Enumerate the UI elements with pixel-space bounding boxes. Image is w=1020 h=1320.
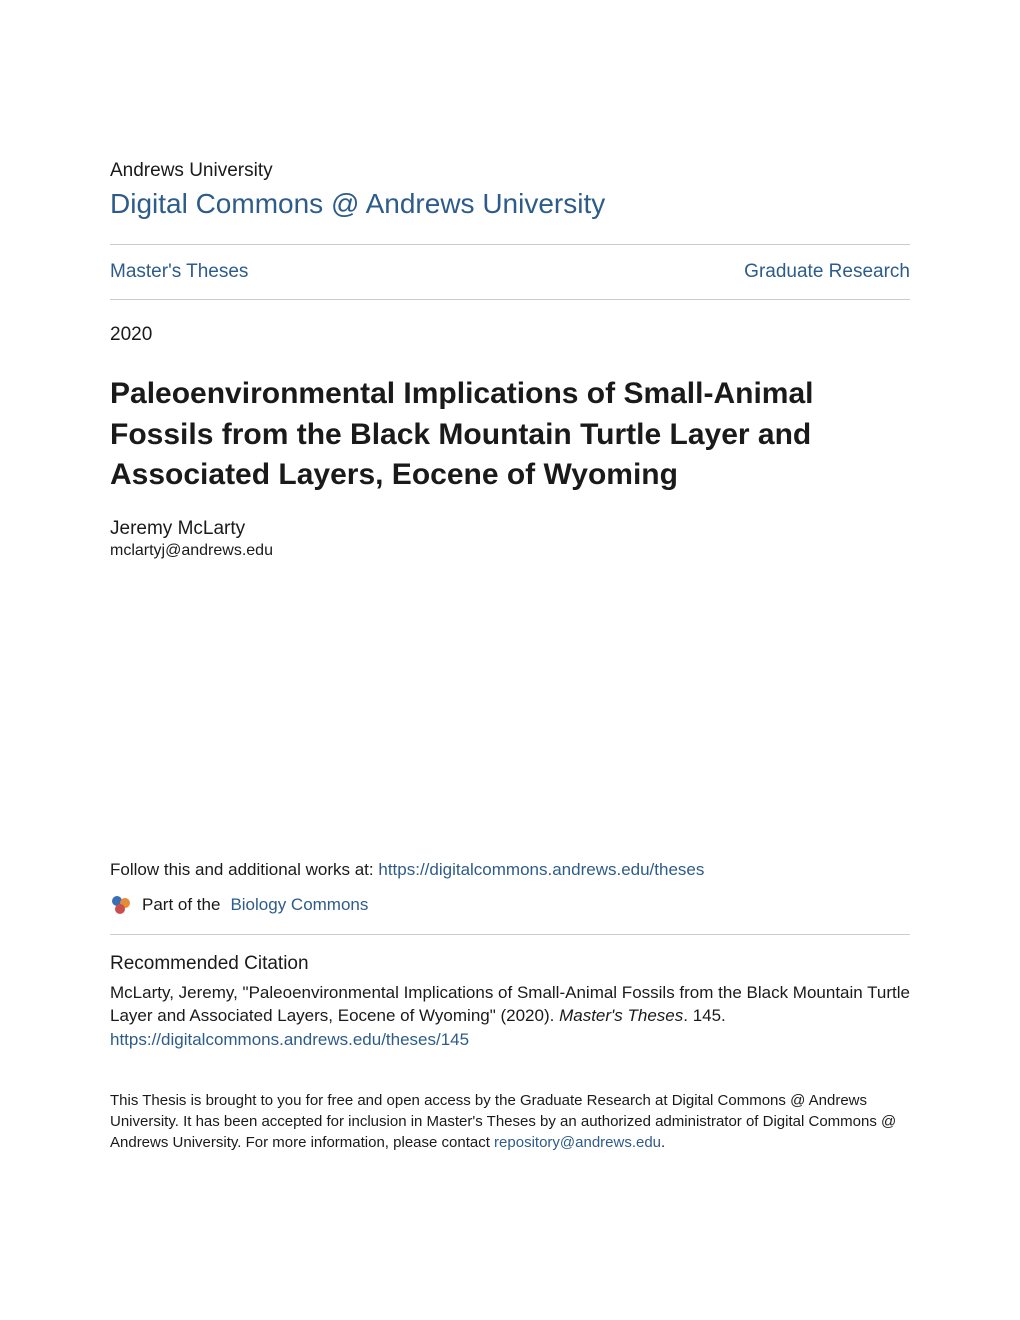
footer-text: This Thesis is brought to you for free a… bbox=[110, 1090, 910, 1153]
parent-collection-link[interactable]: Graduate Research bbox=[744, 261, 910, 283]
citation-heading: Recommended Citation bbox=[110, 953, 910, 975]
divider-citation bbox=[110, 934, 910, 935]
citation-after-series: . 145. bbox=[683, 1006, 726, 1025]
partof-row: Part of the Biology Commons bbox=[110, 894, 910, 916]
partof-link[interactable]: Biology Commons bbox=[230, 895, 368, 915]
author-email: mclartyj@andrews.edu bbox=[110, 542, 910, 560]
author-block: Jeremy McLarty mclartyj@andrews.edu bbox=[110, 518, 910, 560]
follow-block: Follow this and additional works at: htt… bbox=[110, 860, 910, 880]
follow-url-link[interactable]: https://digitalcommons.andrews.edu/these… bbox=[378, 860, 704, 879]
citation-series: Master's Theses bbox=[559, 1006, 683, 1025]
author-name: Jeremy McLarty bbox=[110, 518, 910, 540]
follow-prefix: Follow this and additional works at: bbox=[110, 860, 378, 879]
footer-contact-link[interactable]: repository@andrews.edu bbox=[494, 1134, 661, 1151]
citation-block: Recommended Citation McLarty, Jeremy, "P… bbox=[110, 953, 910, 1051]
citation-url-link[interactable]: https://digitalcommons.andrews.edu/these… bbox=[110, 1030, 910, 1050]
university-name: Andrews University bbox=[110, 160, 910, 182]
publication-year: 2020 bbox=[110, 324, 910, 346]
network-icon bbox=[110, 894, 132, 916]
partof-prefix: Part of the bbox=[142, 895, 220, 915]
page-title: Paleoenvironmental Implications of Small… bbox=[110, 374, 910, 496]
header-block: Andrews University Digital Commons @ And… bbox=[110, 160, 910, 220]
repository-link[interactable]: Digital Commons @ Andrews University bbox=[110, 188, 910, 220]
breadcrumb-row: Master's Theses Graduate Research bbox=[110, 245, 910, 299]
collection-link[interactable]: Master's Theses bbox=[110, 261, 248, 283]
citation-line1: McLarty, Jeremy, "Paleoenvironmental Imp… bbox=[110, 983, 910, 1026]
footer-suffix: . bbox=[661, 1134, 665, 1151]
citation-text: McLarty, Jeremy, "Paleoenvironmental Imp… bbox=[110, 981, 910, 1029]
divider-nav bbox=[110, 299, 910, 300]
